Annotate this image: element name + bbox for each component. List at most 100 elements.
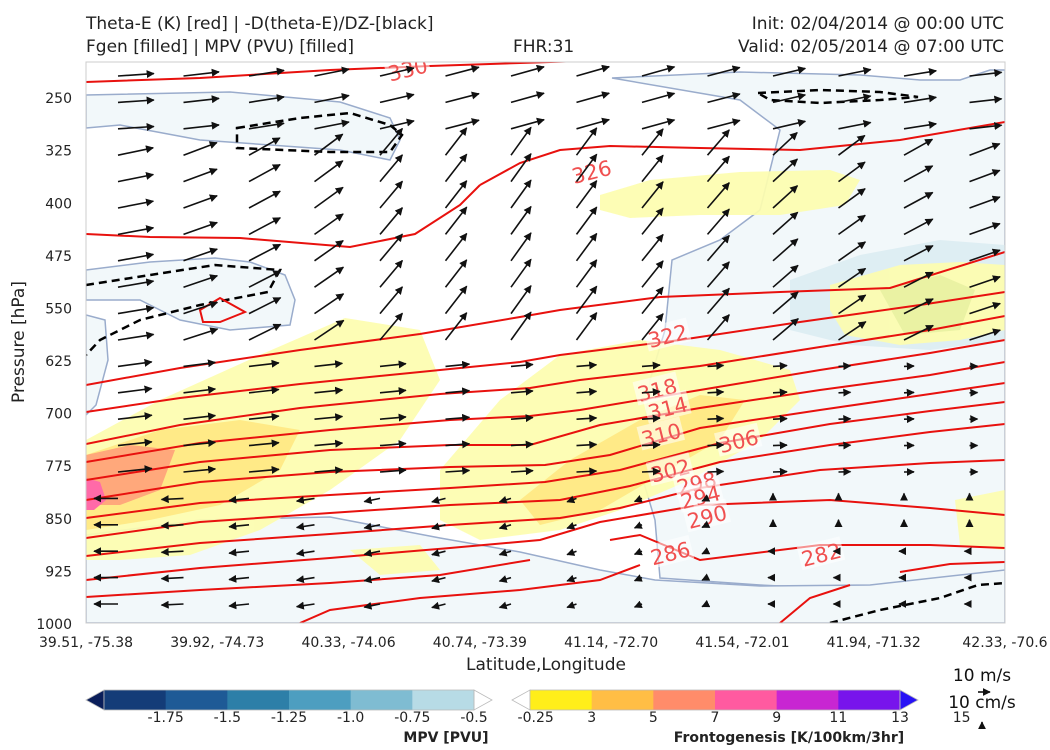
wind-arrow [1035,282,1050,287]
wind-arrow [444,153,468,183]
wind-arrow [772,66,807,77]
wind-arrow [117,438,153,447]
mpv-colorbar-label: MPV [PVU] [403,730,488,746]
wind-arrow [903,138,934,156]
wind-arrow [314,186,344,209]
wind-arrow [566,521,577,530]
wind-arrow [969,69,1003,78]
wind-arrow [838,267,867,288]
wind-arrow [379,233,404,262]
wind-arrow [498,548,512,557]
wind-arrow [969,142,1001,156]
colorbar-tick-label: -0.75 [394,710,430,726]
wind-arrow [248,439,280,448]
wind-arrow [445,118,480,130]
y-tick-label: 700 [45,407,72,423]
wind-arrow [444,285,468,315]
colorbar-extend-left [85,689,105,711]
wind-arrow [838,214,866,236]
wind-arrow [363,575,381,584]
wind-arrow [117,465,153,474]
wind-arrow [379,312,404,341]
wind-arrow [576,440,598,449]
wind-arrow [510,258,532,288]
wind-arrow [248,163,281,183]
colorbar-extend-right [473,689,493,711]
colorbar-tick-label: -1.25 [271,710,307,726]
wind-arrow [444,206,468,235]
wind-arrow [314,293,345,315]
wind-arrow [510,285,532,315]
valid-time: Valid: 02/05/2014 @ 07:00 UTC [738,37,1004,57]
wind-arrow [969,195,1001,209]
init-time: Init: 02/04/2014 @ 00:00 UTC [751,14,1004,34]
wind-arrow [772,441,788,450]
wind-arrow [707,414,725,423]
wind-arrow [431,549,446,557]
wind-arrow [183,274,219,288]
wind-arrow [117,412,153,421]
wind-arrow [295,575,315,584]
colorbar-tick-label: 7 [711,710,720,726]
wind-arrow [641,414,661,423]
colorbar-tick-label: -1.5 [214,710,241,726]
wind-arrow [969,301,1001,315]
wind-arrow [510,126,532,156]
wind-arrow [295,522,315,531]
wind-arrow [248,412,280,421]
wind-arrow [248,465,280,474]
wind-arrow [566,601,577,609]
wind-arrow [772,414,788,423]
wind-arrow [707,118,741,130]
colorbar-swatch [104,690,167,710]
wind-arrow [248,270,282,288]
wind-arrow [510,387,534,396]
wind-arrow [363,549,381,557]
wind-arrow [641,117,676,130]
wind-arrow [117,198,155,209]
wind-arrow [314,213,344,236]
wind-arrow [444,127,468,156]
wind-arrow [510,440,534,449]
wind-arrow [510,467,534,476]
wind-arrow [228,574,250,583]
wind-arrow [363,601,381,610]
y-tick-label: 550 [45,301,72,317]
wind-arrow [445,91,480,104]
wind-arrow [498,522,512,531]
wind-arrow [160,495,184,504]
wind-arrow [498,601,512,610]
wind-arrow [445,387,471,396]
wind-arrow [183,194,218,209]
colorbar-tick-label: 11 [829,710,847,726]
wind-arrow [576,91,610,104]
colorbar-tick-label: -0.25 [518,710,554,726]
wind-arrow [838,241,867,262]
wind-arrow [641,64,676,77]
colorbar-tick-label: 9 [772,710,781,726]
wind-arrow [445,65,480,77]
colorbar-tick-label: 15 [953,710,971,726]
wind-arrow [183,439,217,448]
wind-arrow [903,324,934,341]
wind-arrow [379,65,415,77]
wind-arrow [707,361,725,370]
colorbar-swatch [653,690,716,710]
wind-arrow [379,413,407,422]
wind-arrow [903,67,937,77]
wind-arrow [379,387,407,395]
y-tick-label: 925 [45,564,72,580]
wind-arrow [641,181,664,209]
wind-arrow [160,521,184,530]
wind-arrow [575,153,598,183]
x-tick-label: 40.33, -74.06 [302,635,396,651]
wind-arrow [575,180,598,209]
wind-arrow [117,331,155,341]
wind-arrow [706,287,730,315]
wind-arrow [117,145,154,156]
wind-arrow [431,496,446,504]
wind-arrow [379,127,404,156]
wind-arrow [445,466,471,475]
wind-arrow [314,133,344,156]
